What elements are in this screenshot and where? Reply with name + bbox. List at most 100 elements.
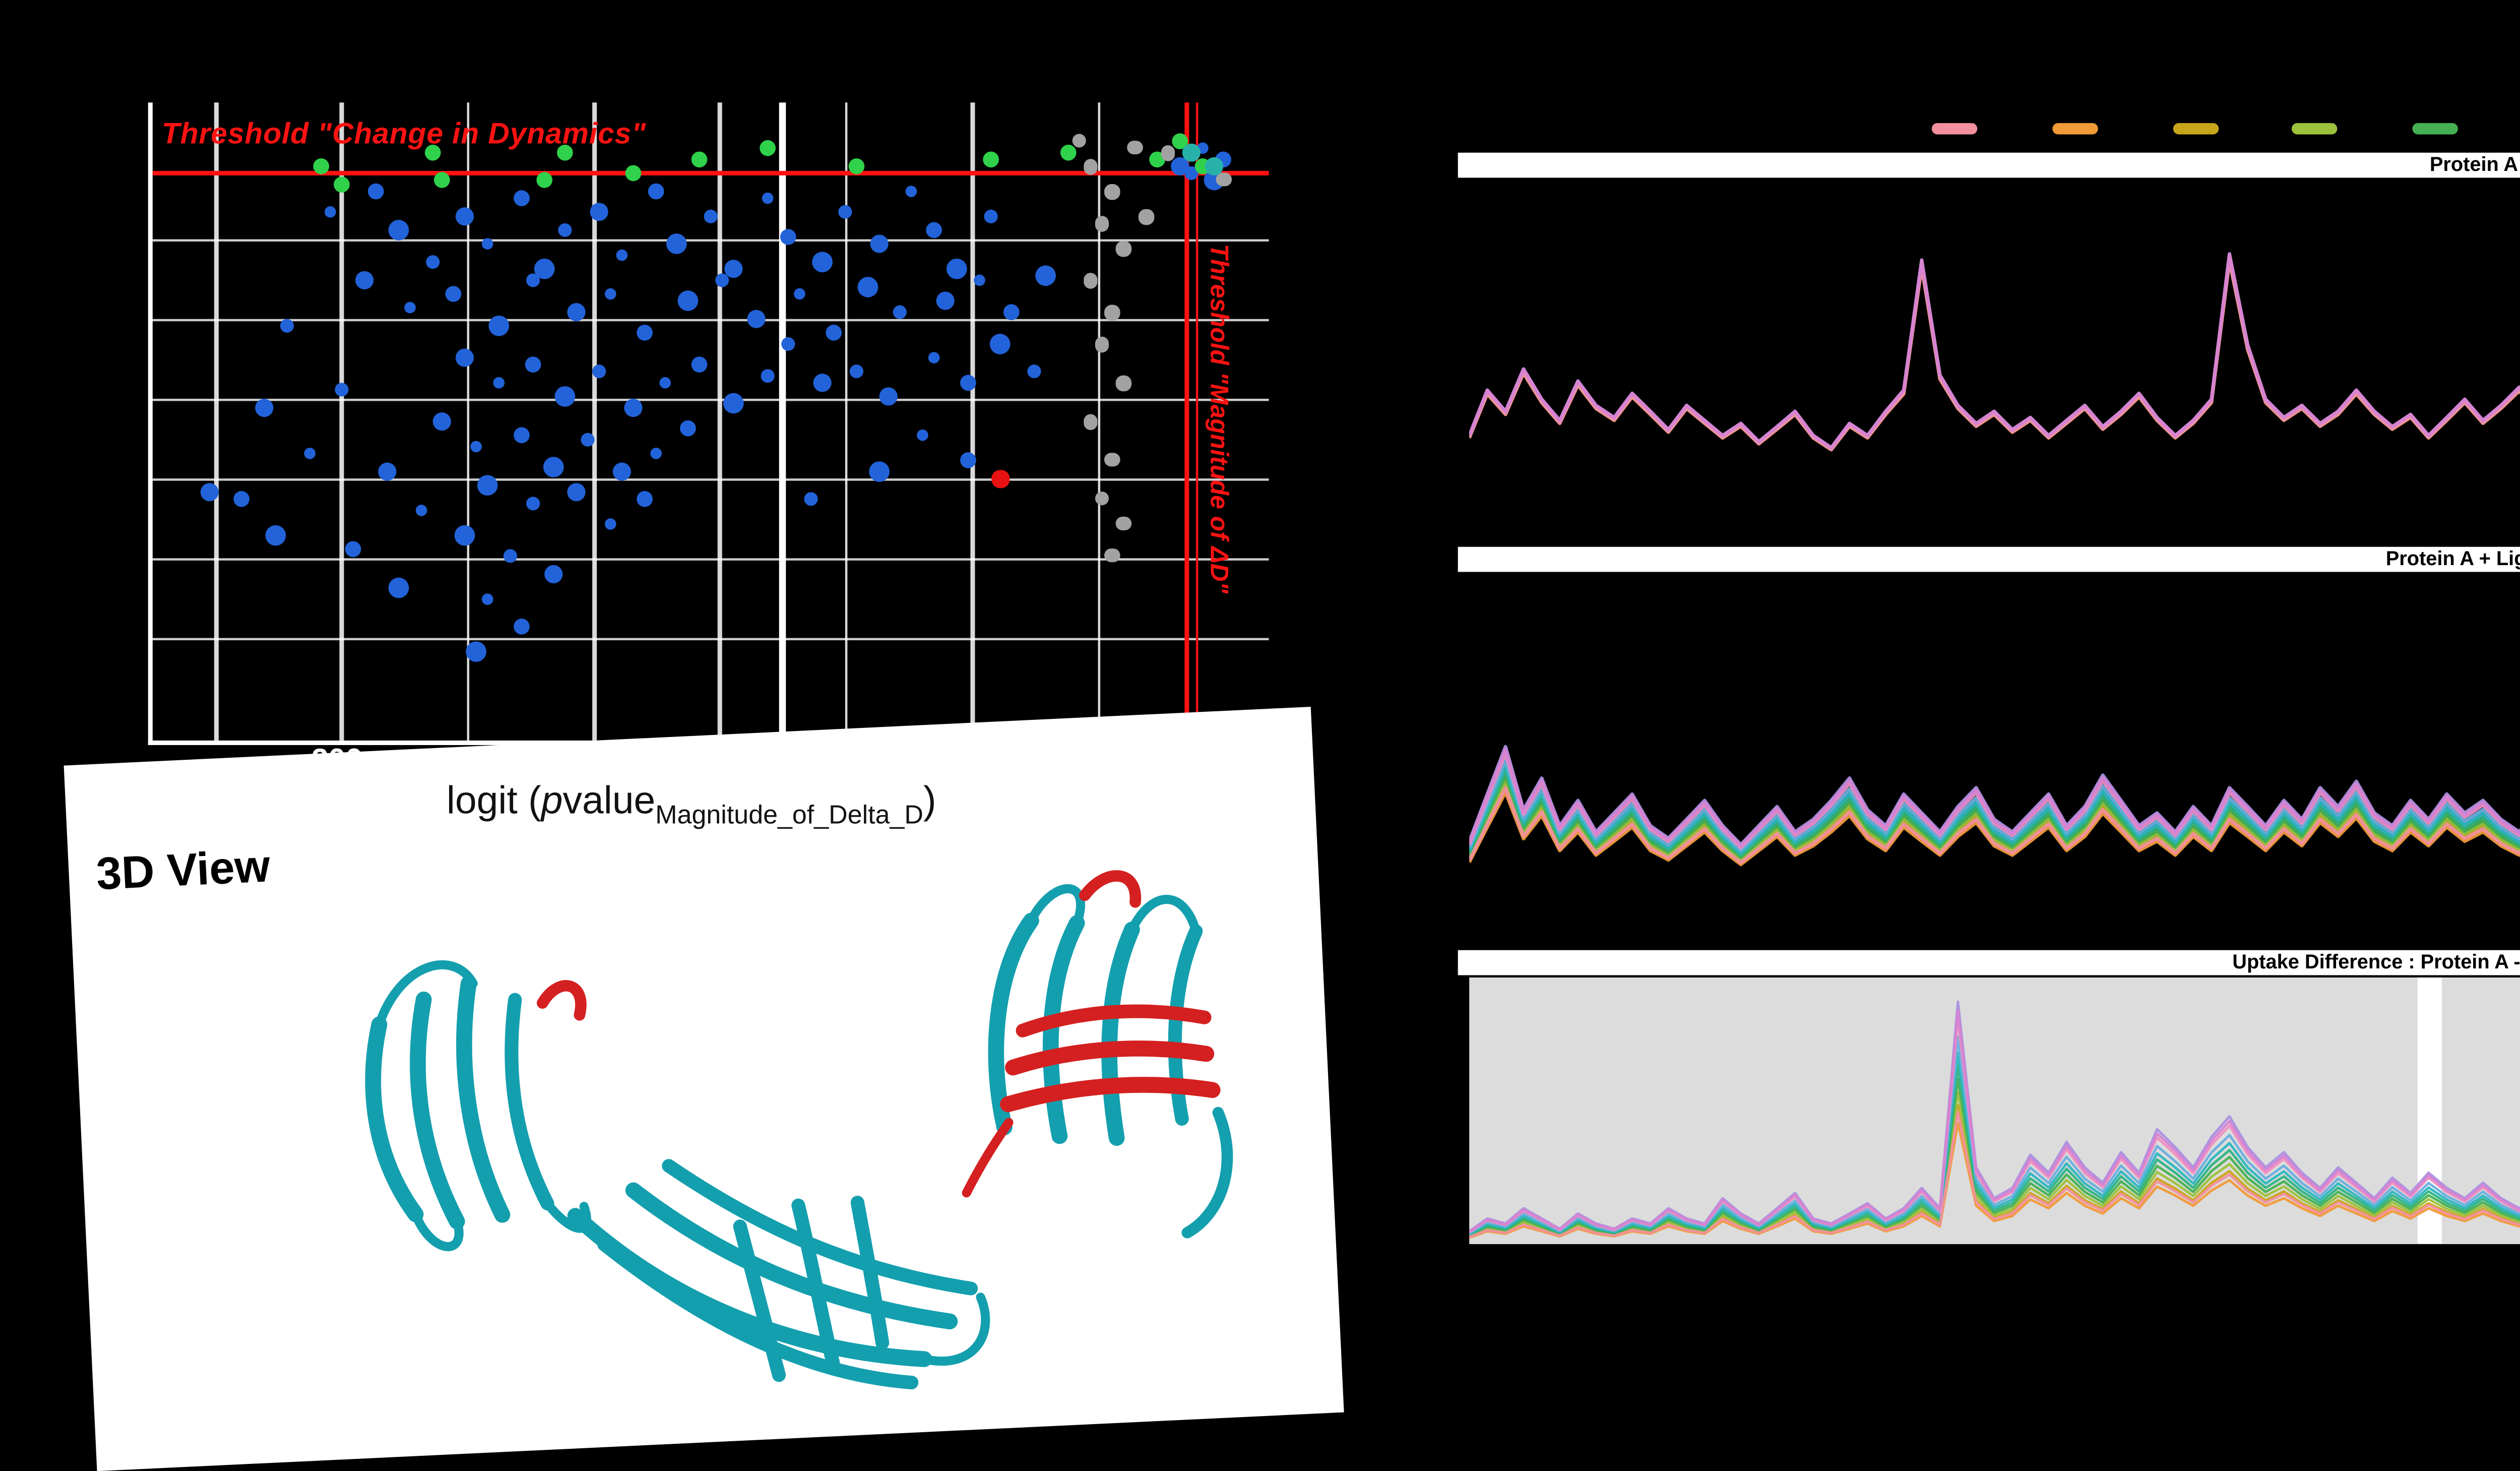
scatter-point[interactable] <box>1083 414 1098 429</box>
scatter-point[interactable] <box>1181 144 1200 163</box>
scatter-point[interactable] <box>680 419 697 436</box>
scatter-point[interactable] <box>590 202 608 220</box>
uptake-trace[interactable] <box>1469 1090 2520 1238</box>
uptake-chart-protein-a[interactable] <box>1469 180 2520 527</box>
scatter-point[interactable] <box>533 258 554 279</box>
scatter-point[interactable] <box>973 275 984 287</box>
scatter-point[interactable] <box>265 526 286 547</box>
scatter-point[interactable] <box>377 463 396 482</box>
scatter-point[interactable] <box>280 319 294 333</box>
scatter-point[interactable] <box>812 252 833 273</box>
scatter-point[interactable] <box>513 618 529 634</box>
scatter-point[interactable] <box>959 452 976 468</box>
scatter-point[interactable] <box>423 145 440 162</box>
scatter-point[interactable] <box>433 412 452 431</box>
scatter-point[interactable] <box>894 306 908 320</box>
scatter-point[interactable] <box>1094 491 1109 506</box>
scatter-point[interactable] <box>513 426 529 443</box>
scatter-point[interactable] <box>1161 146 1176 161</box>
scatter-point[interactable] <box>604 518 616 529</box>
scatter-point[interactable] <box>604 288 616 300</box>
scatter-point[interactable] <box>623 399 642 418</box>
scatter-point[interactable] <box>1116 516 1131 531</box>
scatter-point[interactable] <box>759 139 775 155</box>
uptake-trace[interactable] <box>1469 254 2520 469</box>
scatter-point[interactable] <box>335 383 349 397</box>
scatter-point[interactable] <box>403 301 415 313</box>
uptake-trace[interactable] <box>1469 635 2520 848</box>
scatter-point[interactable] <box>493 377 505 389</box>
uptake-trace[interactable] <box>1469 252 2520 453</box>
scatter-point[interactable] <box>558 223 573 237</box>
scatter-point[interactable] <box>513 190 529 207</box>
scatter-point[interactable] <box>723 392 743 413</box>
scatter-point[interactable] <box>760 370 774 384</box>
scatter-point[interactable] <box>470 441 482 453</box>
uptake-difference-chart[interactable] <box>1469 977 2520 1244</box>
scatter-point[interactable] <box>983 210 997 224</box>
scatter-point[interactable] <box>804 491 818 505</box>
scatter-point[interactable] <box>724 259 742 278</box>
uptake-trace[interactable] <box>1469 706 2520 867</box>
scatter-point[interactable] <box>557 145 574 162</box>
uptake-trace[interactable] <box>1469 678 2520 859</box>
scatter-point[interactable] <box>446 286 462 302</box>
uptake-chart-svg[interactable] <box>1469 977 2520 1244</box>
scatter-point[interactable] <box>649 448 661 459</box>
volcano-plot-area[interactable]: Threshold "Change in Dynamics" Threshold… <box>148 102 1269 745</box>
scatter-point[interactable] <box>325 205 337 217</box>
scatter-point[interactable] <box>1105 452 1120 467</box>
uptake-trace[interactable] <box>1469 251 2520 451</box>
scatter-point[interactable] <box>615 250 627 262</box>
uptake-trace[interactable] <box>1469 1111 2520 1239</box>
scatter-point[interactable] <box>1139 210 1154 225</box>
scatter-point[interactable] <box>355 272 374 290</box>
scatter-point[interactable] <box>1004 305 1020 321</box>
scatter-point[interactable] <box>555 386 576 406</box>
scatter-point[interactable] <box>1116 241 1131 257</box>
protein-structure[interactable] <box>195 841 1290 1438</box>
uptake-trace[interactable] <box>1469 661 2520 855</box>
scatter-point[interactable] <box>660 377 672 389</box>
scatter-point[interactable] <box>255 399 274 418</box>
scatter-point[interactable] <box>982 152 998 168</box>
scatter-point[interactable] <box>813 374 832 393</box>
scatter-point[interactable] <box>568 482 586 501</box>
scatter-point[interactable] <box>1083 274 1098 289</box>
scatter-point[interactable] <box>612 463 631 482</box>
scatter-point[interactable] <box>424 255 439 269</box>
scatter-point[interactable] <box>1035 264 1056 285</box>
scatter-point[interactable] <box>959 375 976 391</box>
uptake-trace[interactable] <box>1469 255 2520 472</box>
scatter-point[interactable] <box>388 577 409 598</box>
scatter-point[interactable] <box>1094 216 1109 231</box>
scatter-point[interactable] <box>848 158 864 174</box>
scatter-point[interactable] <box>466 641 487 662</box>
uptake-chart-svg[interactable] <box>1469 180 2520 526</box>
scatter-point[interactable] <box>704 210 718 224</box>
scatter-point[interactable] <box>312 158 328 174</box>
scatter-point[interactable] <box>906 186 918 198</box>
scatter-point[interactable] <box>667 232 688 254</box>
scatter-point[interactable] <box>535 171 551 188</box>
scatter-point[interactable] <box>481 237 493 249</box>
scatter-point[interactable] <box>1127 140 1143 155</box>
scatter-point[interactable] <box>334 177 351 194</box>
scatter-point[interactable] <box>636 490 652 506</box>
uptake-trace[interactable] <box>1469 1009 2520 1235</box>
scatter-point[interactable] <box>199 482 218 501</box>
scatter-point[interactable] <box>455 526 476 547</box>
uptake-trace[interactable] <box>1469 239 2520 450</box>
scatter-point[interactable] <box>1094 337 1109 352</box>
scatter-point[interactable] <box>992 470 1010 487</box>
scatter-point[interactable] <box>781 228 797 244</box>
scatter-point[interactable] <box>303 448 315 459</box>
uptake-chart-svg[interactable] <box>1469 574 2520 921</box>
scatter-point[interactable] <box>434 171 451 188</box>
scatter-point[interactable] <box>1105 548 1120 563</box>
scatter-point[interactable] <box>636 324 652 340</box>
scatter-point[interactable] <box>917 428 929 440</box>
uptake-trace[interactable] <box>1469 1035 2520 1236</box>
scatter-point[interactable] <box>990 334 1012 355</box>
scatter-point[interactable] <box>678 290 699 311</box>
